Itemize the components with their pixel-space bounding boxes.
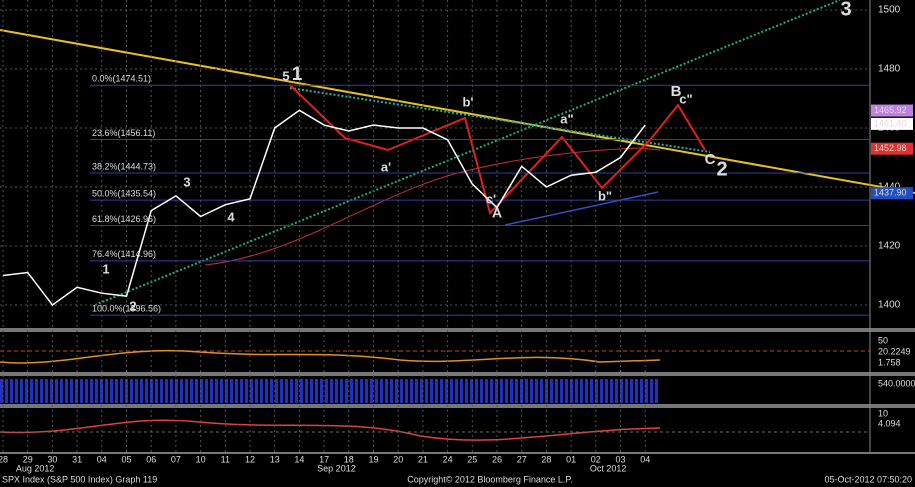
separator <box>0 372 915 376</box>
price-tag-label: 1465.92 <box>874 105 907 115</box>
panel-label: 10 <box>878 408 888 418</box>
footer-left: SPX Index (S&P 500 Index) Graph 119 <box>2 474 157 484</box>
wave-label: 2 <box>716 158 727 180</box>
wave-label: c" <box>679 91 692 106</box>
x-tick-label: 10 <box>196 454 206 464</box>
x-tick-label: 27 <box>517 454 527 464</box>
y-tick-label: 1400 <box>878 300 901 311</box>
x-tick-label: 12 <box>245 454 255 464</box>
separator <box>0 404 915 408</box>
x-tick-label: 03 <box>615 454 625 464</box>
y-tick-label: 1480 <box>878 64 901 75</box>
x-tick-label: 29 <box>23 454 33 464</box>
price-tag <box>871 187 913 200</box>
fib-label: 23.6%(1456.11) <box>92 128 155 138</box>
panel-label: 1.758 <box>878 357 901 367</box>
x-tick-label: 05 <box>121 454 131 464</box>
wave-label: b" <box>598 188 612 203</box>
x-tick-label: 28 <box>541 454 551 464</box>
x-tick-label: 06 <box>146 454 156 464</box>
separator <box>0 328 915 332</box>
x-tick-label: 07 <box>171 454 181 464</box>
x-tick-label: 17 <box>319 454 329 464</box>
fib-label: 50.0%(1435.54) <box>92 189 156 199</box>
x-tick-label: 19 <box>368 454 378 464</box>
separator <box>0 452 915 454</box>
fib-label: 38.2%(1444.73) <box>92 161 156 171</box>
fib-label: 76.4%(1414.96) <box>92 249 156 259</box>
volume-bars <box>0 379 660 403</box>
wave-label: C <box>705 151 716 168</box>
wave-label: 2 <box>129 298 136 313</box>
x-tick-label: 11 <box>221 454 230 464</box>
footer-right: 05-Oct-2012 07:50:20 <box>824 474 912 484</box>
price-tag <box>871 142 913 155</box>
price-tag-label: 1452.98 <box>874 143 907 153</box>
x-tick-label: 31 <box>72 454 82 464</box>
x-tick-label: 28 <box>0 454 8 464</box>
x-tick-label: 20 <box>393 454 403 464</box>
trendline <box>0 29 915 194</box>
panel-label: 20.2249 <box>878 346 911 356</box>
fib-label: 61.8%(1426.96) <box>92 214 156 224</box>
wave-label: B <box>671 83 682 100</box>
month-label: Sep 2012 <box>317 463 356 473</box>
indicator <box>0 349 661 364</box>
x-tick-label: 26 <box>492 454 502 464</box>
trendline <box>504 191 659 226</box>
price-tag <box>871 117 913 130</box>
wave-label: A <box>492 205 502 221</box>
fib-label: 100.0%(1396.56) <box>92 304 161 314</box>
wave-label: 1 <box>292 64 303 85</box>
wave-label: 4 <box>227 209 235 224</box>
price-tag-label: 1461.40 <box>874 118 907 128</box>
y-tick-label: 1500 <box>878 5 901 16</box>
wave-label: 5 <box>282 68 289 83</box>
x-tick-label: 04 <box>640 454 650 464</box>
panel-label: 50 <box>878 335 888 345</box>
fib-label: 0.0%(1474.51) <box>92 74 151 84</box>
wave-label: 3 <box>183 174 190 189</box>
month-label: Oct 2012 <box>590 463 627 473</box>
x-tick-label: 18 <box>344 454 354 464</box>
wave-label: a' <box>381 159 391 174</box>
x-tick-label: 24 <box>443 454 453 464</box>
wave-path <box>289 84 706 215</box>
x-tick-label: 30 <box>47 454 57 464</box>
x-tick-label: 13 <box>270 454 280 464</box>
x-tick-label: 21 <box>418 454 428 464</box>
wave-label: b' <box>462 94 473 109</box>
x-tick-label: 01 <box>566 454 576 464</box>
x-tick-label: 25 <box>467 454 477 464</box>
panel-label: 4.094 <box>878 418 901 428</box>
y-tick-label: 1440 <box>878 182 901 193</box>
panel-label: 540.0000 <box>878 378 915 388</box>
price-tag-label: 1437.90 <box>874 188 907 198</box>
y-tick-label: 1420 <box>878 241 901 252</box>
trendline <box>289 87 711 153</box>
wave-label: 3 <box>840 0 851 20</box>
moving-average <box>204 147 661 266</box>
x-tick-label: 14 <box>294 454 304 464</box>
price-line <box>2 109 646 307</box>
price-tag <box>871 104 913 117</box>
wave-label: a" <box>560 111 573 126</box>
month-label: Aug 2012 <box>16 463 55 473</box>
x-tick-label: 02 <box>591 454 601 464</box>
wave-label: c' <box>486 191 496 206</box>
footer-center: Copyright© 2012 Bloomberg Finance L.P. <box>407 474 573 484</box>
wave-label: 1 <box>102 261 109 276</box>
x-tick-label: 04 <box>97 454 107 464</box>
